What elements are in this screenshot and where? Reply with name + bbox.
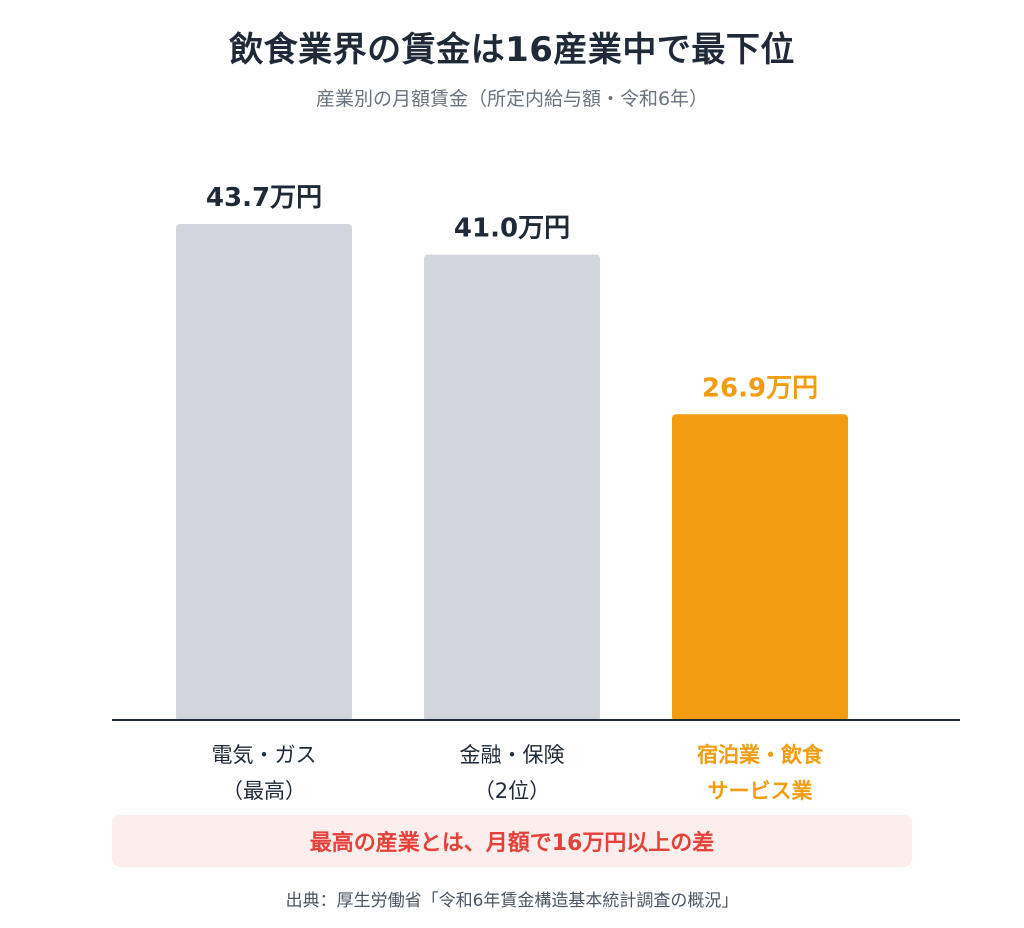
category-label: サービス業 bbox=[708, 779, 814, 803]
category-label: 宿泊業・飲食 bbox=[697, 743, 824, 767]
source-note: 出典：厚生労働省「令和6年賃金構造基本統計調査の概況」 bbox=[285, 891, 739, 911]
bar bbox=[424, 254, 600, 721]
chart-subtitle: 産業別の月額賃金（所定内給与額・令和6年） bbox=[315, 88, 709, 110]
category-label: 電気・ガス bbox=[212, 743, 317, 767]
category-label: （最高） bbox=[222, 779, 306, 803]
bar-value-label: 43.7万円 bbox=[206, 183, 322, 213]
chart-title: 飲食業界の賃金は16産業中で最下位 bbox=[229, 30, 795, 70]
bar-value-label: 26.9万円 bbox=[702, 373, 818, 403]
difference-callout: 最高の産業とは、月額で16万円以上の差 bbox=[112, 815, 912, 867]
bar bbox=[176, 224, 352, 721]
category-label: （2位） bbox=[474, 779, 550, 803]
bar-value-label: 41.0万円 bbox=[454, 214, 570, 244]
category-label: 金融・保険 bbox=[460, 743, 565, 767]
bar bbox=[672, 414, 848, 721]
